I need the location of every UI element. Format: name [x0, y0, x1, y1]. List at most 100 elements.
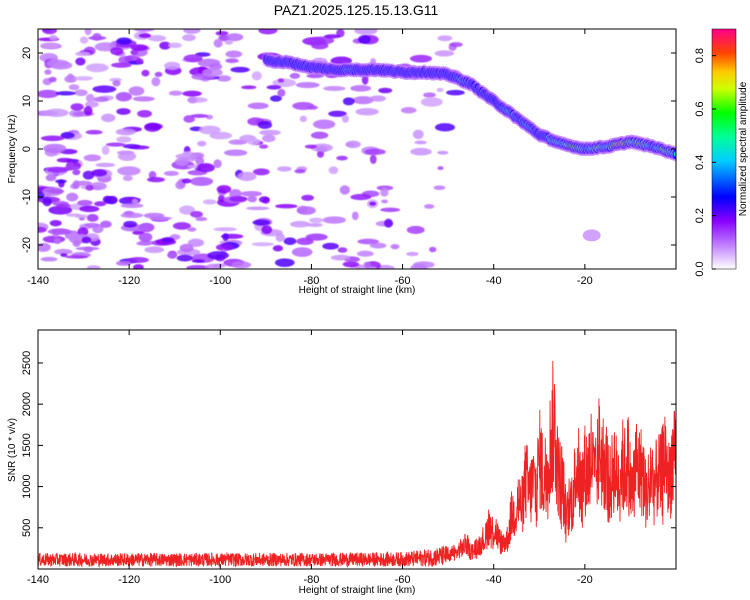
snr-y-tick-label: 500 — [21, 519, 33, 537]
noise-blob — [225, 58, 239, 64]
noise-blob — [127, 256, 149, 263]
noise-blob — [350, 85, 372, 92]
noise-blob — [179, 205, 195, 215]
noise-blob — [205, 263, 220, 269]
snr-panel: -140 -120 -100 -80 -60 -40 -20 500 1000 1500 2000… — [7, 329, 677, 596]
noise-blob — [216, 75, 232, 82]
noise-blob — [182, 34, 196, 42]
noise-blob — [409, 54, 433, 63]
noise-blob — [436, 87, 444, 92]
noise-blob — [66, 192, 79, 202]
noise-blob — [175, 157, 189, 166]
noise-blob — [92, 32, 102, 41]
noise-blob — [138, 232, 153, 242]
noise-blob — [84, 29, 92, 36]
noise-blob — [309, 217, 324, 224]
snr-plot-area — [38, 330, 676, 569]
noise-blob — [85, 63, 109, 73]
colorbar-ticks: 0.0 0.2 0.4 0.6 0.8 — [694, 48, 716, 277]
noise-blob — [147, 35, 167, 42]
spectrogram-y-tick-label: -20 — [21, 237, 33, 253]
chart-title: PAZ1.2025.125.15.13.G11 — [274, 2, 439, 18]
noise-blob — [277, 78, 285, 83]
noise-blob — [380, 187, 389, 197]
noise-blob — [111, 62, 132, 68]
noise-blob — [364, 148, 386, 155]
noise-blob — [295, 81, 320, 89]
noise-blob — [215, 243, 234, 251]
noise-blob — [144, 122, 161, 132]
snr-x-tick-label: -100 — [209, 574, 231, 586]
noise-blob — [400, 106, 417, 114]
noise-blob — [41, 110, 59, 116]
noise-blob — [237, 171, 257, 181]
noise-blob — [47, 189, 65, 194]
spectrogram-x-tick-label: -80 — [303, 275, 319, 287]
noise-blob — [304, 144, 317, 149]
noise-blob — [291, 247, 313, 257]
snr-x-tick-label: -120 — [118, 574, 140, 586]
noise-blob — [259, 129, 281, 136]
noise-blob — [67, 73, 74, 81]
noise-blob — [384, 218, 393, 228]
noise-blob — [85, 129, 103, 135]
noise-blob — [310, 131, 329, 140]
noise-blob — [257, 121, 273, 129]
colorbar-tick-label: 0.8 — [694, 48, 706, 63]
snr-x-label: Height of straight line (km) — [299, 585, 416, 596]
noise-blob — [183, 115, 195, 123]
snr-y-label: SNR (10 * v/v) — [7, 418, 18, 482]
noise-blob — [43, 143, 67, 153]
noise-blob — [322, 242, 339, 250]
noise-blob — [101, 113, 116, 123]
noise-blob — [434, 50, 455, 57]
snr-frame — [37, 329, 677, 570]
noise-blob — [143, 212, 165, 219]
noise-blob — [245, 206, 270, 211]
noise-blob — [179, 243, 194, 253]
noise-blob — [133, 264, 144, 269]
noise-blob — [215, 30, 229, 36]
noise-blob — [190, 114, 209, 118]
noise-blob — [45, 174, 57, 182]
noise-blob — [38, 226, 47, 233]
noise-blob — [352, 96, 374, 105]
noise-blob — [86, 265, 101, 269]
noise-blob — [328, 166, 339, 175]
noise-blob — [213, 38, 223, 48]
noise-blob — [133, 29, 155, 32]
noise-blob — [328, 110, 347, 117]
noise-blob — [120, 203, 144, 209]
noise-blob — [112, 80, 121, 87]
colorbar-label: Normalized spectral amplitude — [738, 81, 749, 216]
noise-blob — [330, 254, 351, 261]
noise-blob — [128, 86, 145, 96]
noise-blob — [275, 233, 286, 242]
noise-blob — [181, 178, 192, 184]
noise-blob — [381, 199, 389, 204]
noise-blob — [84, 222, 100, 228]
noise-blob — [262, 134, 276, 143]
noise-blob — [369, 95, 386, 102]
snr-y-tick-label: 1000 — [21, 474, 33, 498]
noise-blob — [294, 169, 306, 174]
noise-blob — [307, 222, 323, 228]
noise-blob — [437, 35, 453, 42]
noise-blob — [406, 225, 425, 234]
noise-blob — [251, 71, 262, 81]
noise-blob — [241, 85, 257, 90]
noise-blob — [406, 251, 419, 257]
noise-blob — [323, 34, 341, 39]
noise-blob — [49, 219, 62, 227]
noise-blob — [229, 196, 248, 202]
noise-blob — [56, 157, 73, 163]
noise-blob — [115, 92, 132, 102]
noise-blob — [230, 66, 250, 73]
noise-blob — [190, 210, 203, 218]
noise-blob — [167, 251, 177, 259]
noise-blob — [75, 246, 100, 251]
noise-blob — [55, 91, 76, 96]
noise-blob — [345, 140, 361, 149]
noise-blob — [144, 246, 165, 254]
noise-blob — [296, 206, 316, 215]
